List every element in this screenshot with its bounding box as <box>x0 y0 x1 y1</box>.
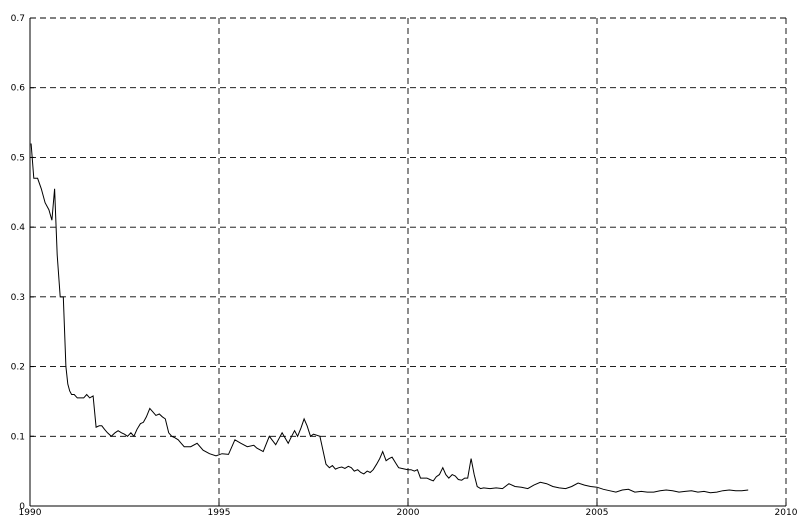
x-tick-label: 2010 <box>775 508 798 516</box>
y-tick-label: 0.3 <box>11 293 25 303</box>
x-tick-label: 2000 <box>397 508 420 516</box>
y-tick-label: 0.4 <box>11 223 26 233</box>
y-tick-label: 0.2 <box>11 363 25 373</box>
y-tick-label: 0.7 <box>11 14 25 24</box>
x-tick-label: 2005 <box>586 508 609 516</box>
y-tick-label: 0.6 <box>11 84 26 94</box>
y-tick-label: 0 <box>19 502 25 512</box>
x-tick-label: 1995 <box>208 508 231 516</box>
x-tick-label: 1990 <box>19 508 42 516</box>
y-tick-label: 0.5 <box>11 153 25 163</box>
grid-lines <box>30 17 787 506</box>
axes <box>29 17 787 507</box>
y-tick-label: 0.1 <box>11 432 25 442</box>
series-group <box>30 143 749 494</box>
series-line <box>30 143 749 494</box>
x-axis-tick-labels: 1990 1995 2000 2005 2010 <box>19 508 798 516</box>
y-axis-tick-labels: 0 0.1 0.2 0.3 0.4 0.5 0.6 0.7 <box>11 14 26 512</box>
